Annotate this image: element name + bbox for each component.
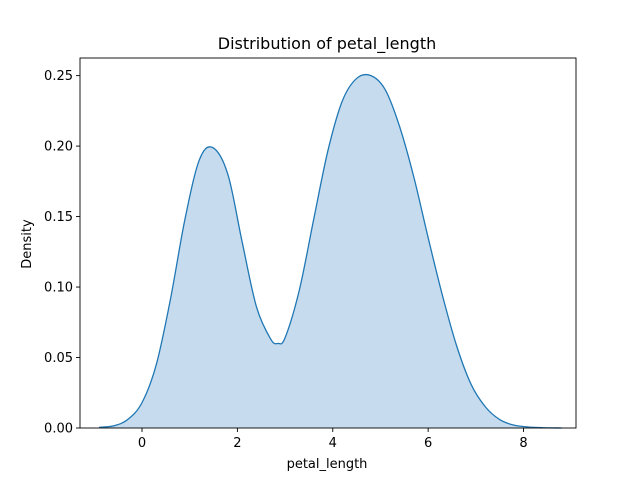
density-line: [99, 73, 562, 429]
chart-title: Distribution of petal_length: [218, 34, 436, 54]
x-tick-label: 8: [519, 436, 527, 451]
x-axis: 0 2 4 6 8: [138, 428, 528, 451]
y-tick-label: 0.20: [44, 140, 73, 155]
y-tick-label: 0.15: [44, 210, 73, 225]
y-tick-label: 0.10: [44, 281, 73, 296]
plot-area: [79, 57, 577, 429]
y-tick-label: 0.05: [44, 351, 73, 366]
axes-frame: [79, 57, 577, 429]
x-tick-label: 0: [138, 436, 146, 451]
y-axis-label: Density: [20, 219, 35, 269]
y-tick-label: 0.00: [44, 422, 73, 437]
density-area: [99, 74, 562, 428]
x-tick-label: 2: [233, 436, 241, 451]
y-tick-label: 0.25: [44, 69, 73, 84]
x-tick-label: 6: [424, 436, 432, 451]
x-axis-label: petal_length: [287, 457, 368, 472]
y-axis: 0.00 0.05 0.10 0.15 0.20 0.25: [44, 69, 80, 437]
x-tick-label: 4: [329, 436, 337, 451]
